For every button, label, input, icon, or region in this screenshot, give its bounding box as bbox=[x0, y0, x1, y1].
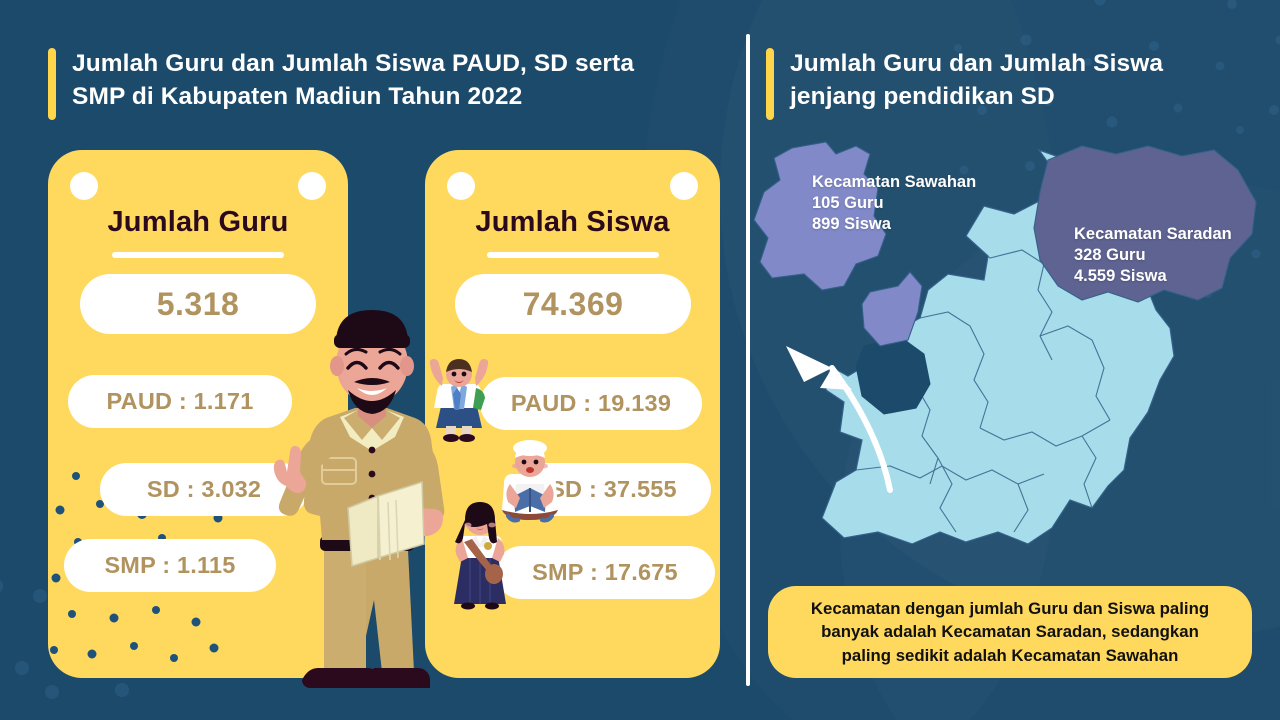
siswa-smp-row: SMP : 17.675 bbox=[495, 546, 715, 599]
card-title-jumlah-guru: Jumlah Guru bbox=[107, 206, 289, 238]
card-punch-hole-icon bbox=[298, 172, 326, 200]
kid-sd-illustration bbox=[502, 440, 558, 523]
map-label-saradan: Kecamatan Saradan 328 Guru 4.559 Siswa bbox=[1074, 225, 1232, 286]
heading-accent-bar bbox=[48, 48, 56, 120]
teacher-illustration bbox=[273, 310, 445, 688]
map-region-saradan bbox=[1033, 145, 1257, 303]
right-panel-title: Jumlah Guru dan Jumlah Siswa jenjang pen… bbox=[790, 50, 1164, 110]
card-title-underline bbox=[112, 252, 284, 258]
card-punch-hole-icon bbox=[447, 172, 475, 200]
map-pointer-arrow-icon bbox=[786, 346, 893, 493]
kabupaten-madiun-map bbox=[753, 141, 1257, 545]
map-region-sawahan-inset bbox=[861, 271, 923, 347]
card-punch-hole-icon bbox=[70, 172, 98, 200]
kid-smp-illustration bbox=[454, 502, 506, 610]
siswa-paud-row: PAUD : 19.139 bbox=[480, 377, 702, 430]
guru-sd-row: SD : 3.032 bbox=[100, 463, 308, 516]
card-title-jumlah-siswa: Jumlah Siswa bbox=[475, 206, 670, 238]
left-panel-title: Jumlah Guru dan Jumlah Siswa PAUD, SD se… bbox=[72, 50, 635, 110]
heading-accent-bar bbox=[766, 48, 774, 120]
right-panel-heading: Jumlah Guru dan Jumlah Siswa jenjang pen… bbox=[766, 48, 1236, 120]
card-title-underline bbox=[486, 252, 659, 258]
kid-paud-illustration bbox=[429, 359, 489, 442]
map-region-enclave bbox=[855, 337, 931, 415]
guru-paud-row: PAUD : 1.171 bbox=[68, 375, 292, 428]
guru-total-value: 5.318 bbox=[80, 274, 316, 334]
guru-smp-row: SMP : 1.115 bbox=[64, 539, 276, 592]
vertical-divider bbox=[746, 34, 750, 686]
map-region-sawahan bbox=[753, 141, 887, 291]
card-punch-hole-icon bbox=[670, 172, 698, 200]
stat-card-jumlah-guru: Jumlah Guru 5.318 PAUD : 1.171 SD : 3.03… bbox=[48, 150, 348, 678]
summary-note-box: Kecamatan dengan jumlah Guru dan Siswa p… bbox=[768, 586, 1252, 678]
summary-note-text: Kecamatan dengan jumlah Guru dan Siswa p… bbox=[810, 599, 1210, 665]
left-panel-heading: Jumlah Guru dan Jumlah Siswa PAUD, SD se… bbox=[48, 48, 708, 120]
map-label-sawahan: Kecamatan Sawahan 105 Guru 899 Siswa bbox=[812, 173, 977, 234]
siswa-total-value: 74.369 bbox=[455, 274, 691, 334]
